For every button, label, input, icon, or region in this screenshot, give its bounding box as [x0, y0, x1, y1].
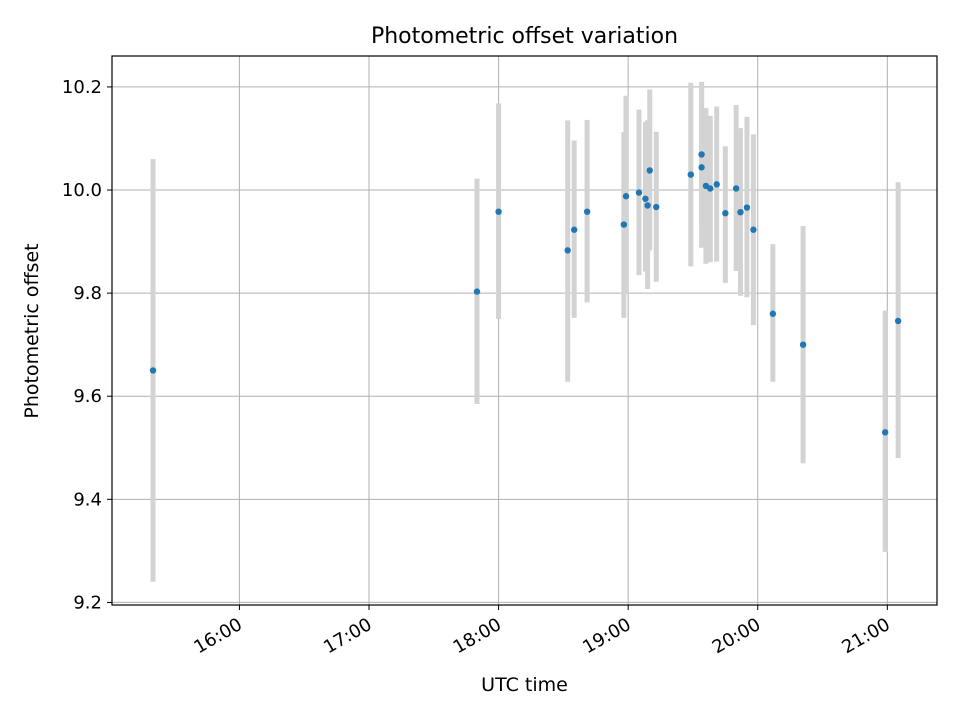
- data-point: [732, 185, 740, 192]
- data-point: [620, 221, 628, 228]
- data-point: [583, 208, 591, 215]
- data-point: [622, 193, 630, 200]
- data-point: [769, 310, 777, 317]
- data-point: [722, 210, 729, 217]
- y-tick-label: 9.6: [73, 386, 102, 407]
- data-point: [698, 151, 705, 158]
- data-point: [473, 288, 481, 295]
- data-point: [564, 247, 571, 254]
- data-point: [653, 203, 660, 211]
- data-point: [642, 195, 649, 202]
- x-axis-label: UTC time: [481, 674, 568, 696]
- data-point: [635, 189, 643, 196]
- plot-frame: [111, 55, 938, 606]
- data-point: [687, 171, 694, 178]
- data-point: [149, 367, 157, 374]
- data-points: [149, 151, 902, 436]
- y-tick-label: 9.2: [73, 592, 102, 613]
- chart-title: Photometric offset variation: [371, 24, 678, 49]
- data-point: [743, 204, 751, 211]
- data-point: [799, 341, 807, 348]
- data-point: [570, 226, 578, 233]
- data-point: [495, 208, 502, 215]
- data-point: [646, 167, 653, 174]
- data-point: [644, 202, 651, 209]
- y-tick-label: 9.4: [73, 489, 102, 510]
- y-axis-ticks: 9.2 9.4 9.6 9.8 10.0 10.2: [62, 77, 112, 613]
- y-tick-label: 9.8: [73, 283, 102, 304]
- y-tick-label: 10.2: [62, 77, 102, 98]
- data-point: [894, 317, 902, 325]
- data-point: [750, 226, 757, 233]
- data-point: [713, 181, 720, 188]
- data-point: [881, 429, 889, 436]
- data-point: [737, 208, 744, 216]
- data-point: [707, 185, 714, 192]
- y-tick-label: 10.0: [62, 180, 102, 201]
- y-axis-label: Photometric offset: [21, 243, 43, 418]
- data-point: [698, 164, 705, 171]
